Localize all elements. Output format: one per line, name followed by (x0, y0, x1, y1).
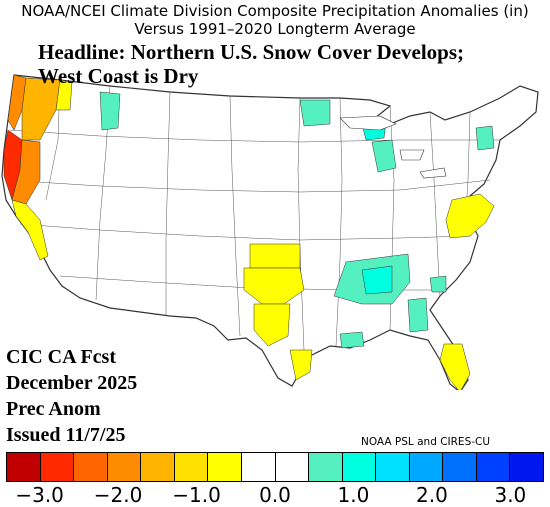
legend-swatch (342, 453, 377, 481)
legend-swatch (141, 453, 175, 481)
legend-swatch (409, 453, 444, 481)
legend-swatch (7, 453, 41, 481)
credit-text: NOAA PSL and CIRES-CU (361, 436, 491, 448)
forecast-label-line-2: December 2025 (6, 372, 138, 394)
region-lower-michigan (371, 139, 397, 173)
region-gulf-coast (339, 331, 365, 349)
region-central-cal (11, 199, 49, 261)
legend-swatch (40, 453, 75, 481)
region-n-new-england (475, 125, 495, 151)
legend-swatch (275, 453, 310, 481)
figure-title: NOAA/NCEI Climate Division Composite Pre… (21, 2, 529, 20)
figure-subtitle: Versus 1991–2020 Longterm Average (134, 20, 416, 38)
forecast-label-line-1: CIC CA Fcst (6, 346, 116, 368)
legend-swatch (241, 453, 276, 481)
legend-swatch (510, 453, 543, 481)
region-oklahoma (249, 243, 301, 269)
legend-tick-label: −3.0 (15, 483, 64, 507)
legend-tick-label: 3.0 (494, 483, 527, 507)
great-lakes (339, 115, 447, 179)
legend-swatch (208, 453, 242, 481)
region-idaho (55, 79, 73, 111)
region-tn-core (361, 265, 393, 295)
legend-tick-label: 0.0 (259, 483, 291, 507)
legend-swatch (174, 453, 209, 481)
region-ga-wet (429, 275, 447, 293)
legend-swatch (74, 453, 108, 481)
region-mid-atlantic (445, 193, 495, 239)
region-ms-al (407, 297, 429, 333)
forecast-label-line-3: Prec Anom (6, 398, 101, 420)
region-florida (439, 343, 471, 390)
region-pnw-coast (7, 74, 27, 131)
legend-tick-label: −1.0 (172, 483, 221, 507)
region-n-minnesota (299, 99, 331, 127)
legend-swatch (376, 453, 410, 481)
forecast-label-line-4: Issued 11/7/25 (6, 424, 126, 446)
headline-line-2: West Coast is Dry (38, 64, 199, 88)
region-texas-se-coast (289, 349, 313, 381)
legend-tick-label: 1.0 (337, 483, 370, 507)
legend-swatch (443, 453, 477, 481)
region-texas-central (253, 303, 291, 347)
legend-swatch (107, 453, 142, 481)
legend-swatch (309, 453, 343, 481)
color-legend (6, 452, 544, 482)
division-borders (5, 79, 500, 351)
region-w-montana (99, 91, 121, 131)
legend-tick-label: 2.0 (416, 483, 448, 507)
us-climate-division-map (1, 74, 539, 390)
headline-line-1: Headline: Northern U.S. Snow Cover Devel… (38, 40, 465, 64)
legend-tick-label: −2.0 (93, 483, 143, 507)
legend-swatch (476, 453, 511, 481)
